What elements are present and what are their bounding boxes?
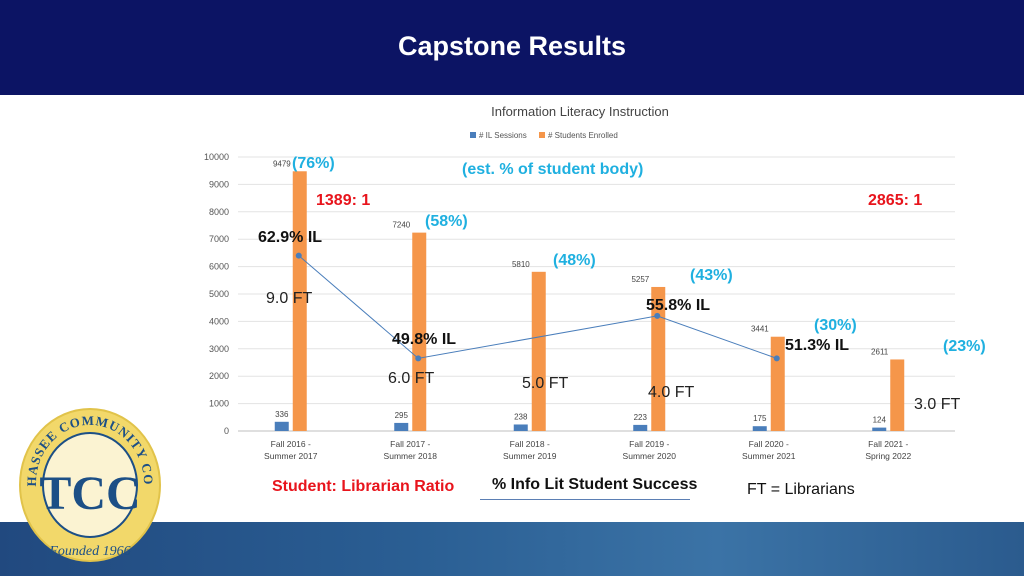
success-legend-line [480,499,690,500]
ft-label-2019: 4.0 FT [648,384,695,401]
y-tick-label: 1000 [209,399,229,409]
il-label-2019: 55.8% IL [646,297,711,314]
y-tick-label: 10000 [204,152,229,162]
data-label-students: 5810 [512,260,530,269]
chart-legend: # IL Sessions # Students Enrolled [460,131,700,140]
bar-students-enrolled [651,286,666,431]
x-tick-label: Fall 2021 - [868,439,908,449]
il-success-point [295,252,302,259]
legend-label-students: # Students Enrolled [547,131,618,140]
pct-label-2018: (48%) [553,252,596,269]
bar-students-enrolled [890,359,905,431]
y-tick-label: 5000 [209,289,229,299]
bar-il-sessions [513,424,528,431]
x-tick-label: Fall 2020 - [749,439,789,449]
y-tick-label: 6000 [209,262,229,272]
x-tick-label: Fall 2016 - [271,439,311,449]
data-label-sessions: 336 [275,410,289,419]
legend-swatch-sessions [470,132,476,138]
data-label-sessions: 295 [395,411,409,420]
footer-band [0,522,1024,576]
data-label-students: 3441 [751,325,769,334]
data-label-sessions: 175 [753,414,767,423]
ft-label-2016: 9.0 FT [266,290,313,307]
chart-title: Information Literacy Instruction [491,104,669,119]
bar-il-sessions [752,426,767,431]
pct-label-2021: (23%) [943,338,986,355]
logo-founded-text: Founded 1966 [48,544,130,559]
data-label-sessions: 238 [514,412,528,421]
legend-label-sessions: # IL Sessions [479,131,527,140]
success-legend-note: % Info Lit Student Success [492,476,698,493]
x-tick-label: Spring 2022 [865,451,911,461]
y-tick-label: 3000 [209,344,229,354]
x-tick-label: Summer 2021 [742,451,796,461]
pct-label-2017: (58%) [425,213,468,230]
data-label-students: 2611 [871,347,889,356]
ft-label-2018: 5.0 FT [522,375,569,392]
il-success-point [415,355,422,362]
data-label-sessions: 124 [873,416,887,425]
ft-legend-note: FT = Librarians [747,481,855,498]
ratio-label-right: 2865: 1 [868,192,923,209]
legend-swatch-students [538,132,545,138]
ratio-label-left: 1389: 1 [316,192,371,209]
bar-students-enrolled [292,171,307,432]
x-tick-label: Fall 2019 - [629,439,669,449]
y-tick-label: 2000 [209,371,229,381]
x-tick-label: Summer 2018 [384,451,438,461]
pct-label-2016: (76%) [292,155,335,172]
x-tick-label: Fall 2018 - [510,439,550,449]
bar-il-sessions [274,421,289,431]
student-body-note: (est. % of student body) [462,161,644,178]
x-tick-label: Summer 2019 [503,451,557,461]
data-label-sessions: 223 [634,413,648,422]
il-label-2017: 49.8% IL [392,331,457,348]
data-label-students: 9479 [273,159,291,168]
page-title: Capstone Results [397,31,627,61]
bar-il-sessions [872,427,887,431]
il-label-2020: 51.3% IL [785,337,850,354]
college-seal-logo: TALLAHASSEE COMMUNITY COLLEGE Founded 19… [18,405,161,562]
data-label-students: 7240 [392,221,410,230]
x-tick-label: Fall 2017 - [390,439,430,449]
y-tick-label: 7000 [209,234,229,244]
il-success-line [298,255,777,359]
bar-il-sessions [633,424,648,431]
il-success-point [654,312,661,319]
y-tick-label: 8000 [209,207,229,217]
y-tick-label: 0 [224,426,229,436]
bar-students-enrolled [770,336,785,431]
y-tick-label: 4000 [209,316,229,326]
x-tick-label: Summer 2017 [264,451,318,461]
bar-students-enrolled [412,232,427,431]
ft-label-2021: 3.0 FT [914,396,961,413]
bar-il-sessions [394,422,409,431]
il-success-point [773,355,780,362]
logo-monogram: TCC [39,467,140,520]
title-banner: Capstone Results [0,0,1024,95]
x-tick-label: Summer 2020 [623,451,677,461]
ratio-legend-note: Student: Librarian Ratio [272,478,455,495]
bar-students-enrolled [531,271,546,431]
pct-label-2020: (30%) [814,317,857,334]
data-label-students: 5257 [631,275,649,284]
y-tick-label: 9000 [209,179,229,189]
ft-label-2017: 6.0 FT [388,370,435,387]
pct-label-2019: (43%) [690,267,733,284]
il-label-2016: 62.9% IL [258,229,323,246]
